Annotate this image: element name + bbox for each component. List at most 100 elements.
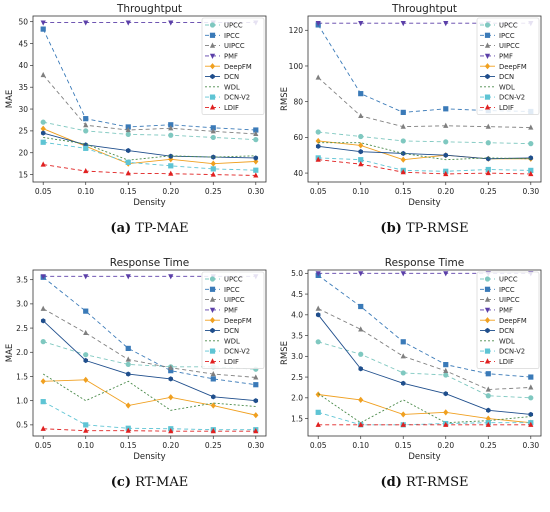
caption-letter: (d) xyxy=(381,475,402,490)
data-point xyxy=(83,122,89,128)
legend-marker xyxy=(209,358,216,364)
series-dcn xyxy=(40,318,259,404)
legend-marker xyxy=(485,73,490,80)
series-uipcc xyxy=(40,305,259,380)
data-point xyxy=(315,409,321,415)
caption-text: RT-RMSE xyxy=(402,475,469,490)
legend-label: IPCC xyxy=(224,286,240,294)
data-point xyxy=(83,352,89,358)
y-tick-label: 35 xyxy=(18,83,28,92)
y-tick-label: 2.5 xyxy=(16,324,28,333)
chart-title: Throughtput xyxy=(391,3,457,15)
data-point xyxy=(40,339,46,345)
data-point xyxy=(168,394,174,401)
data-point xyxy=(528,141,534,147)
legend-marker xyxy=(209,348,216,354)
y-tick-label: 100 xyxy=(289,62,304,71)
series-line xyxy=(42,373,256,411)
legend-label: DCN-V2 xyxy=(224,348,250,356)
data-point xyxy=(443,122,449,128)
legend-label: WDL xyxy=(224,337,240,345)
x-axis-label: Density xyxy=(133,452,165,462)
x-axis-label: Density xyxy=(133,198,165,208)
x-tick-label: 0.15 xyxy=(120,441,137,450)
legend-label: PMF xyxy=(224,53,238,61)
data-point xyxy=(210,128,216,134)
data-point xyxy=(40,20,46,26)
data-point xyxy=(168,364,174,370)
data-point xyxy=(253,172,259,178)
series-line xyxy=(43,164,256,176)
data-point xyxy=(83,20,89,26)
legend-label: DCN-V2 xyxy=(499,348,525,356)
data-point xyxy=(443,170,449,177)
x-tick-label: 0.15 xyxy=(120,187,137,196)
x-axis-label: Density xyxy=(408,198,440,208)
data-point xyxy=(253,137,259,143)
legend-label: IPCC xyxy=(224,32,240,40)
chart-panel-rt-rmse: Response Time 1.5 2.0 2.5 3.0 3.5 4.0 4.5 5.0 0.0… xyxy=(280,257,542,490)
legend-marker xyxy=(484,358,491,364)
data-point xyxy=(315,74,321,80)
series-dcn xyxy=(315,312,534,418)
data-point xyxy=(210,166,216,172)
series-line xyxy=(42,320,256,402)
data-point xyxy=(443,152,449,158)
y-tick-label: 3.5 xyxy=(16,275,28,284)
data-point xyxy=(358,326,364,332)
legend-label: DCN-V2 xyxy=(499,94,525,102)
data-point xyxy=(253,155,259,161)
legend-marker xyxy=(484,307,491,313)
x-tick-label: 0.30 xyxy=(247,187,264,196)
data-point xyxy=(443,391,449,397)
legend-label: LDIF xyxy=(499,104,514,112)
series-line xyxy=(317,275,531,378)
data-point xyxy=(83,308,89,314)
legend-marker xyxy=(209,296,216,302)
data-point xyxy=(125,131,131,137)
series-line xyxy=(42,28,256,131)
series-deepfm xyxy=(40,376,259,419)
data-point xyxy=(315,339,321,345)
x-tick-label: 0.25 xyxy=(205,187,222,196)
panel-caption: (c) RT-MAE xyxy=(111,475,189,490)
data-point xyxy=(40,71,46,78)
series-ldif xyxy=(315,421,534,427)
data-point xyxy=(125,274,131,280)
y-tick-label: 30 xyxy=(18,105,28,114)
data-point xyxy=(485,415,491,422)
series-ldif xyxy=(315,156,534,177)
legend-label: UIPCC xyxy=(224,296,245,304)
data-point xyxy=(485,393,491,399)
legend-marker xyxy=(484,32,491,38)
data-point xyxy=(125,159,131,165)
data-point xyxy=(358,149,363,155)
series-uipcc xyxy=(315,74,534,130)
series-line xyxy=(318,341,531,399)
y-axis-label: RMSE xyxy=(280,341,290,365)
legend-marker xyxy=(209,307,216,313)
data-point xyxy=(125,371,131,377)
data-point xyxy=(443,372,449,378)
chart-title: Response Time xyxy=(110,257,189,269)
x-tick-label: 0.20 xyxy=(162,441,179,450)
data-point xyxy=(443,271,449,277)
data-point xyxy=(315,305,321,311)
data-point xyxy=(253,412,259,419)
series-line xyxy=(317,314,531,415)
legend-label: DCN xyxy=(224,327,239,335)
data-point xyxy=(315,391,321,398)
data-point xyxy=(168,428,174,434)
y-tick-label: 0.5 xyxy=(16,421,28,430)
data-point xyxy=(83,128,89,134)
legend: UPCC IPCC UIPCC PMF DeepFM DCN WDL DCN-V2 LDIF xyxy=(476,17,540,115)
y-axis-label: MAE xyxy=(5,90,15,109)
data-point xyxy=(358,271,364,277)
data-point xyxy=(210,125,216,131)
data-point xyxy=(253,382,259,388)
series-wdl xyxy=(42,373,256,411)
data-point xyxy=(253,428,259,434)
series-uipcc xyxy=(315,305,534,392)
x-tick-label: 0.20 xyxy=(162,187,179,196)
series-line xyxy=(318,411,531,426)
